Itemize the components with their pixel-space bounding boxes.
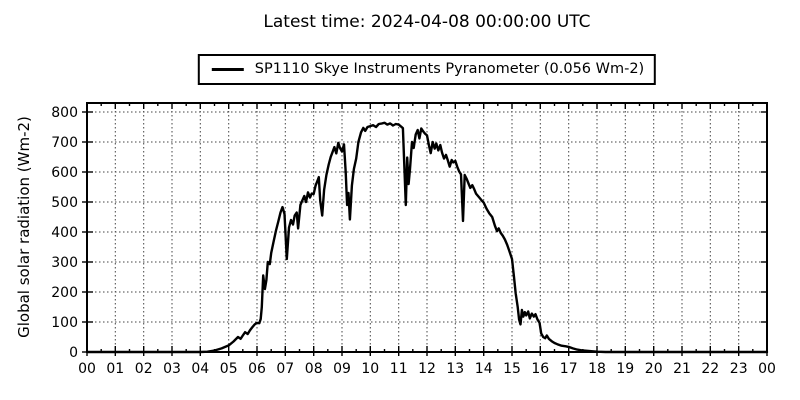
svg-text:0: 0	[69, 345, 78, 361]
svg-text:12: 12	[418, 361, 436, 377]
x-tick-labels: 00 01 02 03 04 05 06 07 08 09 10 11 12 13 14 15 16 17 18 19…	[78, 361, 776, 377]
svg-text:21: 21	[673, 361, 691, 377]
y-tick-labels: 0 100 200 300 400 500 600 700 800	[51, 105, 78, 361]
svg-text:23: 23	[730, 361, 748, 377]
svg-text:17: 17	[560, 361, 578, 377]
svg-text:16: 16	[531, 361, 549, 377]
plot-frame	[86, 102, 768, 353]
svg-text:02: 02	[135, 361, 153, 377]
svg-text:13: 13	[446, 361, 464, 377]
chart-title: Latest time: 2024-04-08 00:00:00 UTC	[263, 12, 591, 32]
axis-ticks	[82, 103, 768, 356]
svg-text:800: 800	[51, 105, 78, 121]
svg-text:100: 100	[51, 315, 78, 331]
svg-text:00: 00	[758, 361, 776, 377]
svg-text:300: 300	[51, 255, 78, 271]
svg-text:600: 600	[51, 165, 78, 181]
svg-text:04: 04	[191, 361, 209, 377]
svg-text:03: 03	[163, 361, 181, 377]
svg-text:400: 400	[51, 225, 78, 241]
svg-text:15: 15	[503, 361, 521, 377]
svg-text:200: 200	[51, 285, 78, 301]
svg-text:18: 18	[588, 361, 606, 377]
legend-line-sample-icon	[211, 67, 244, 71]
svg-text:700: 700	[51, 135, 78, 151]
svg-text:09: 09	[333, 361, 351, 377]
svg-text:14: 14	[475, 361, 493, 377]
svg-text:07: 07	[276, 361, 294, 377]
legend-box: SP1110 Skye Instruments Pyranometer (0.0…	[197, 54, 657, 85]
svg-text:20: 20	[645, 361, 663, 377]
svg-text:08: 08	[305, 361, 323, 377]
legend-series-label: SP1110 Skye Instruments Pyranometer (0.0…	[254, 61, 645, 77]
svg-text:05: 05	[220, 361, 238, 377]
svg-text:00: 00	[78, 361, 96, 377]
svg-text:10: 10	[361, 361, 379, 377]
svg-text:22: 22	[701, 361, 719, 377]
svg-text:19: 19	[616, 361, 634, 377]
svg-text:500: 500	[51, 195, 78, 211]
svg-text:11: 11	[390, 361, 408, 377]
radiation-curve	[85, 121, 769, 354]
svg-text:06: 06	[248, 361, 266, 377]
svg-text:01: 01	[106, 361, 124, 377]
